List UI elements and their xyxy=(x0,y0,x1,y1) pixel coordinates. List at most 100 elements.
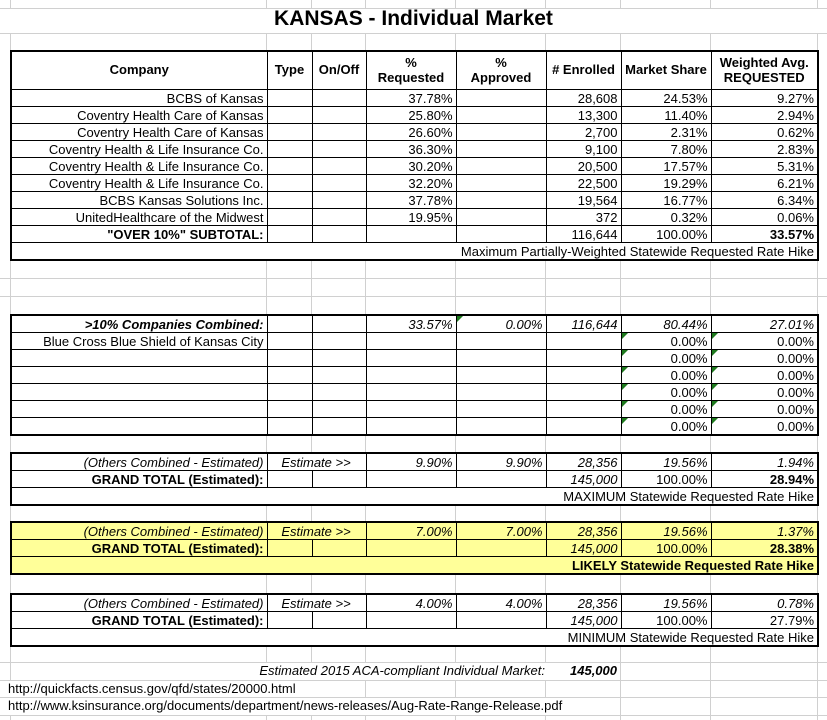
cell-enrolled[interactable]: 19,564 xyxy=(545,191,622,209)
cell-approved[interactable] xyxy=(455,191,547,209)
cell-type[interactable] xyxy=(266,225,313,243)
cell-onoff[interactable] xyxy=(311,349,367,367)
cell-type[interactable] xyxy=(266,89,313,107)
cell-enrolled[interactable]: 28,356 xyxy=(545,521,622,540)
cell-company[interactable] xyxy=(10,349,268,367)
cell-market-share[interactable]: 100.00% xyxy=(620,470,712,488)
cell-enrolled[interactable]: 372 xyxy=(545,208,622,226)
cell-weighted-avg[interactable]: 28.38% xyxy=(710,539,819,557)
cell-requested[interactable]: 19.95% xyxy=(365,208,457,226)
cell-onoff[interactable] xyxy=(311,89,367,107)
cell-weighted-avg[interactable]: 0.78% xyxy=(710,593,819,612)
cell-enrolled[interactable]: 28,356 xyxy=(545,593,622,612)
cell-type[interactable] xyxy=(266,157,313,175)
cell-table-note[interactable]: Maximum Partially-Weighted Statewide Req… xyxy=(10,242,819,261)
cell-type[interactable] xyxy=(266,400,313,418)
cell-enrolled[interactable]: 116,644 xyxy=(545,225,622,243)
link-ksinsurance-release[interactable]: http://www.ksinsurance.org/documents/dep… xyxy=(8,698,563,713)
cell-approved[interactable]: 9.90% xyxy=(455,452,547,471)
cell-requested[interactable] xyxy=(365,225,457,243)
cell-enrolled[interactable]: 22,500 xyxy=(545,174,622,192)
cell-approved[interactable] xyxy=(455,225,547,243)
cell-onoff[interactable] xyxy=(311,140,367,158)
cell-approved[interactable] xyxy=(455,417,547,436)
cell-approved[interactable]: 0.00% xyxy=(455,314,547,333)
cell-onoff[interactable] xyxy=(311,123,367,141)
cell-type[interactable] xyxy=(266,383,313,401)
cell-estimate-label[interactable]: Estimate >> xyxy=(266,521,367,540)
cell-market-share[interactable]: 100.00% xyxy=(620,539,712,557)
cell-onoff[interactable] xyxy=(311,611,367,629)
cell-others-label[interactable]: (Others Combined - Estimated) xyxy=(10,452,268,471)
cell-onoff[interactable] xyxy=(311,174,367,192)
column-header[interactable]: # Enrolled xyxy=(545,50,622,90)
cell-approved[interactable]: 4.00% xyxy=(455,593,547,612)
cell-requested[interactable]: 37.78% xyxy=(365,89,457,107)
cell-enrolled[interactable] xyxy=(545,349,622,367)
cell-others-label[interactable]: (Others Combined - Estimated) xyxy=(10,593,268,612)
cell-market-share[interactable]: 0.00% xyxy=(620,349,712,367)
cell-type[interactable] xyxy=(266,208,313,226)
cell-others-label[interactable]: (Others Combined - Estimated) xyxy=(10,521,268,540)
cell-type[interactable] xyxy=(266,417,313,436)
cell-type[interactable] xyxy=(266,332,313,350)
cell-weighted-avg[interactable]: 2.83% xyxy=(710,140,819,158)
column-header[interactable]: % Requested xyxy=(365,50,457,90)
cell-approved[interactable] xyxy=(455,611,547,629)
cell-market-share[interactable]: 80.44% xyxy=(620,314,712,333)
cell-table-note[interactable]: MAXIMUM Statewide Requested Rate Hike xyxy=(10,487,819,506)
cell-table-note[interactable]: MINIMUM Statewide Requested Rate Hike xyxy=(10,628,819,647)
cell-onoff[interactable] xyxy=(311,470,367,488)
cell-type[interactable] xyxy=(266,349,313,367)
cell-weighted-avg[interactable]: 1.94% xyxy=(710,452,819,471)
cell-market-share[interactable]: 11.40% xyxy=(620,106,712,124)
cell-weighted-avg[interactable]: 0.00% xyxy=(710,383,819,401)
cell-approved[interactable]: 7.00% xyxy=(455,521,547,540)
cell-approved[interactable] xyxy=(455,332,547,350)
cell-type[interactable] xyxy=(266,539,313,557)
cell-requested[interactable]: 9.90% xyxy=(365,452,457,471)
cell-onoff[interactable] xyxy=(311,539,367,557)
cell-enrolled[interactable] xyxy=(545,383,622,401)
cell-market-share[interactable]: 19.56% xyxy=(620,452,712,471)
cell-weighted-avg[interactable]: 33.57% xyxy=(710,225,819,243)
cell-approved[interactable] xyxy=(455,208,547,226)
column-header[interactable]: Market Share xyxy=(620,50,712,90)
cell-market-share[interactable]: 2.31% xyxy=(620,123,712,141)
cell-requested[interactable] xyxy=(365,539,457,557)
cell-enrolled[interactable]: 9,100 xyxy=(545,140,622,158)
cell-onoff[interactable] xyxy=(311,208,367,226)
cell-approved[interactable] xyxy=(455,349,547,367)
cell-onoff[interactable] xyxy=(311,314,367,333)
cell-grand-total-label[interactable]: GRAND TOTAL (Estimated): xyxy=(10,611,268,629)
cell-company[interactable]: BCBS of Kansas xyxy=(10,89,268,107)
column-header[interactable]: % Approved xyxy=(455,50,547,90)
cell-onoff[interactable] xyxy=(311,366,367,384)
cell-weighted-avg[interactable]: 2.94% xyxy=(710,106,819,124)
cell-onoff[interactable] xyxy=(311,106,367,124)
cell-requested[interactable]: 26.60% xyxy=(365,123,457,141)
cell-requested[interactable] xyxy=(365,383,457,401)
cell-type[interactable] xyxy=(266,123,313,141)
cell-weighted-avg[interactable]: 1.37% xyxy=(710,521,819,540)
cell-requested[interactable]: 4.00% xyxy=(365,593,457,612)
cell-type[interactable] xyxy=(266,470,313,488)
cell-company[interactable]: Coventry Health & Life Insurance Co. xyxy=(10,174,268,192)
cell-approved[interactable] xyxy=(455,383,547,401)
cell-type[interactable] xyxy=(266,140,313,158)
cell-onoff[interactable] xyxy=(311,191,367,209)
cell-onoff[interactable] xyxy=(311,225,367,243)
cell-combined-label[interactable]: >10% Companies Combined: xyxy=(10,314,268,333)
cell-weighted-avg[interactable]: 27.01% xyxy=(710,314,819,333)
cell-requested[interactable]: 7.00% xyxy=(365,521,457,540)
cell-grand-total-label[interactable]: GRAND TOTAL (Estimated): xyxy=(10,470,268,488)
cell-requested[interactable] xyxy=(365,366,457,384)
cell-type[interactable] xyxy=(266,366,313,384)
cell-market-share[interactable]: 0.32% xyxy=(620,208,712,226)
cell-enrolled[interactable] xyxy=(545,417,622,436)
cell-weighted-avg[interactable]: 6.21% xyxy=(710,174,819,192)
cell-market-share[interactable]: 24.53% xyxy=(620,89,712,107)
cell-approved[interactable] xyxy=(455,106,547,124)
cell-market-share[interactable]: 0.00% xyxy=(620,417,712,436)
cell-weighted-avg[interactable]: 0.00% xyxy=(710,400,819,418)
